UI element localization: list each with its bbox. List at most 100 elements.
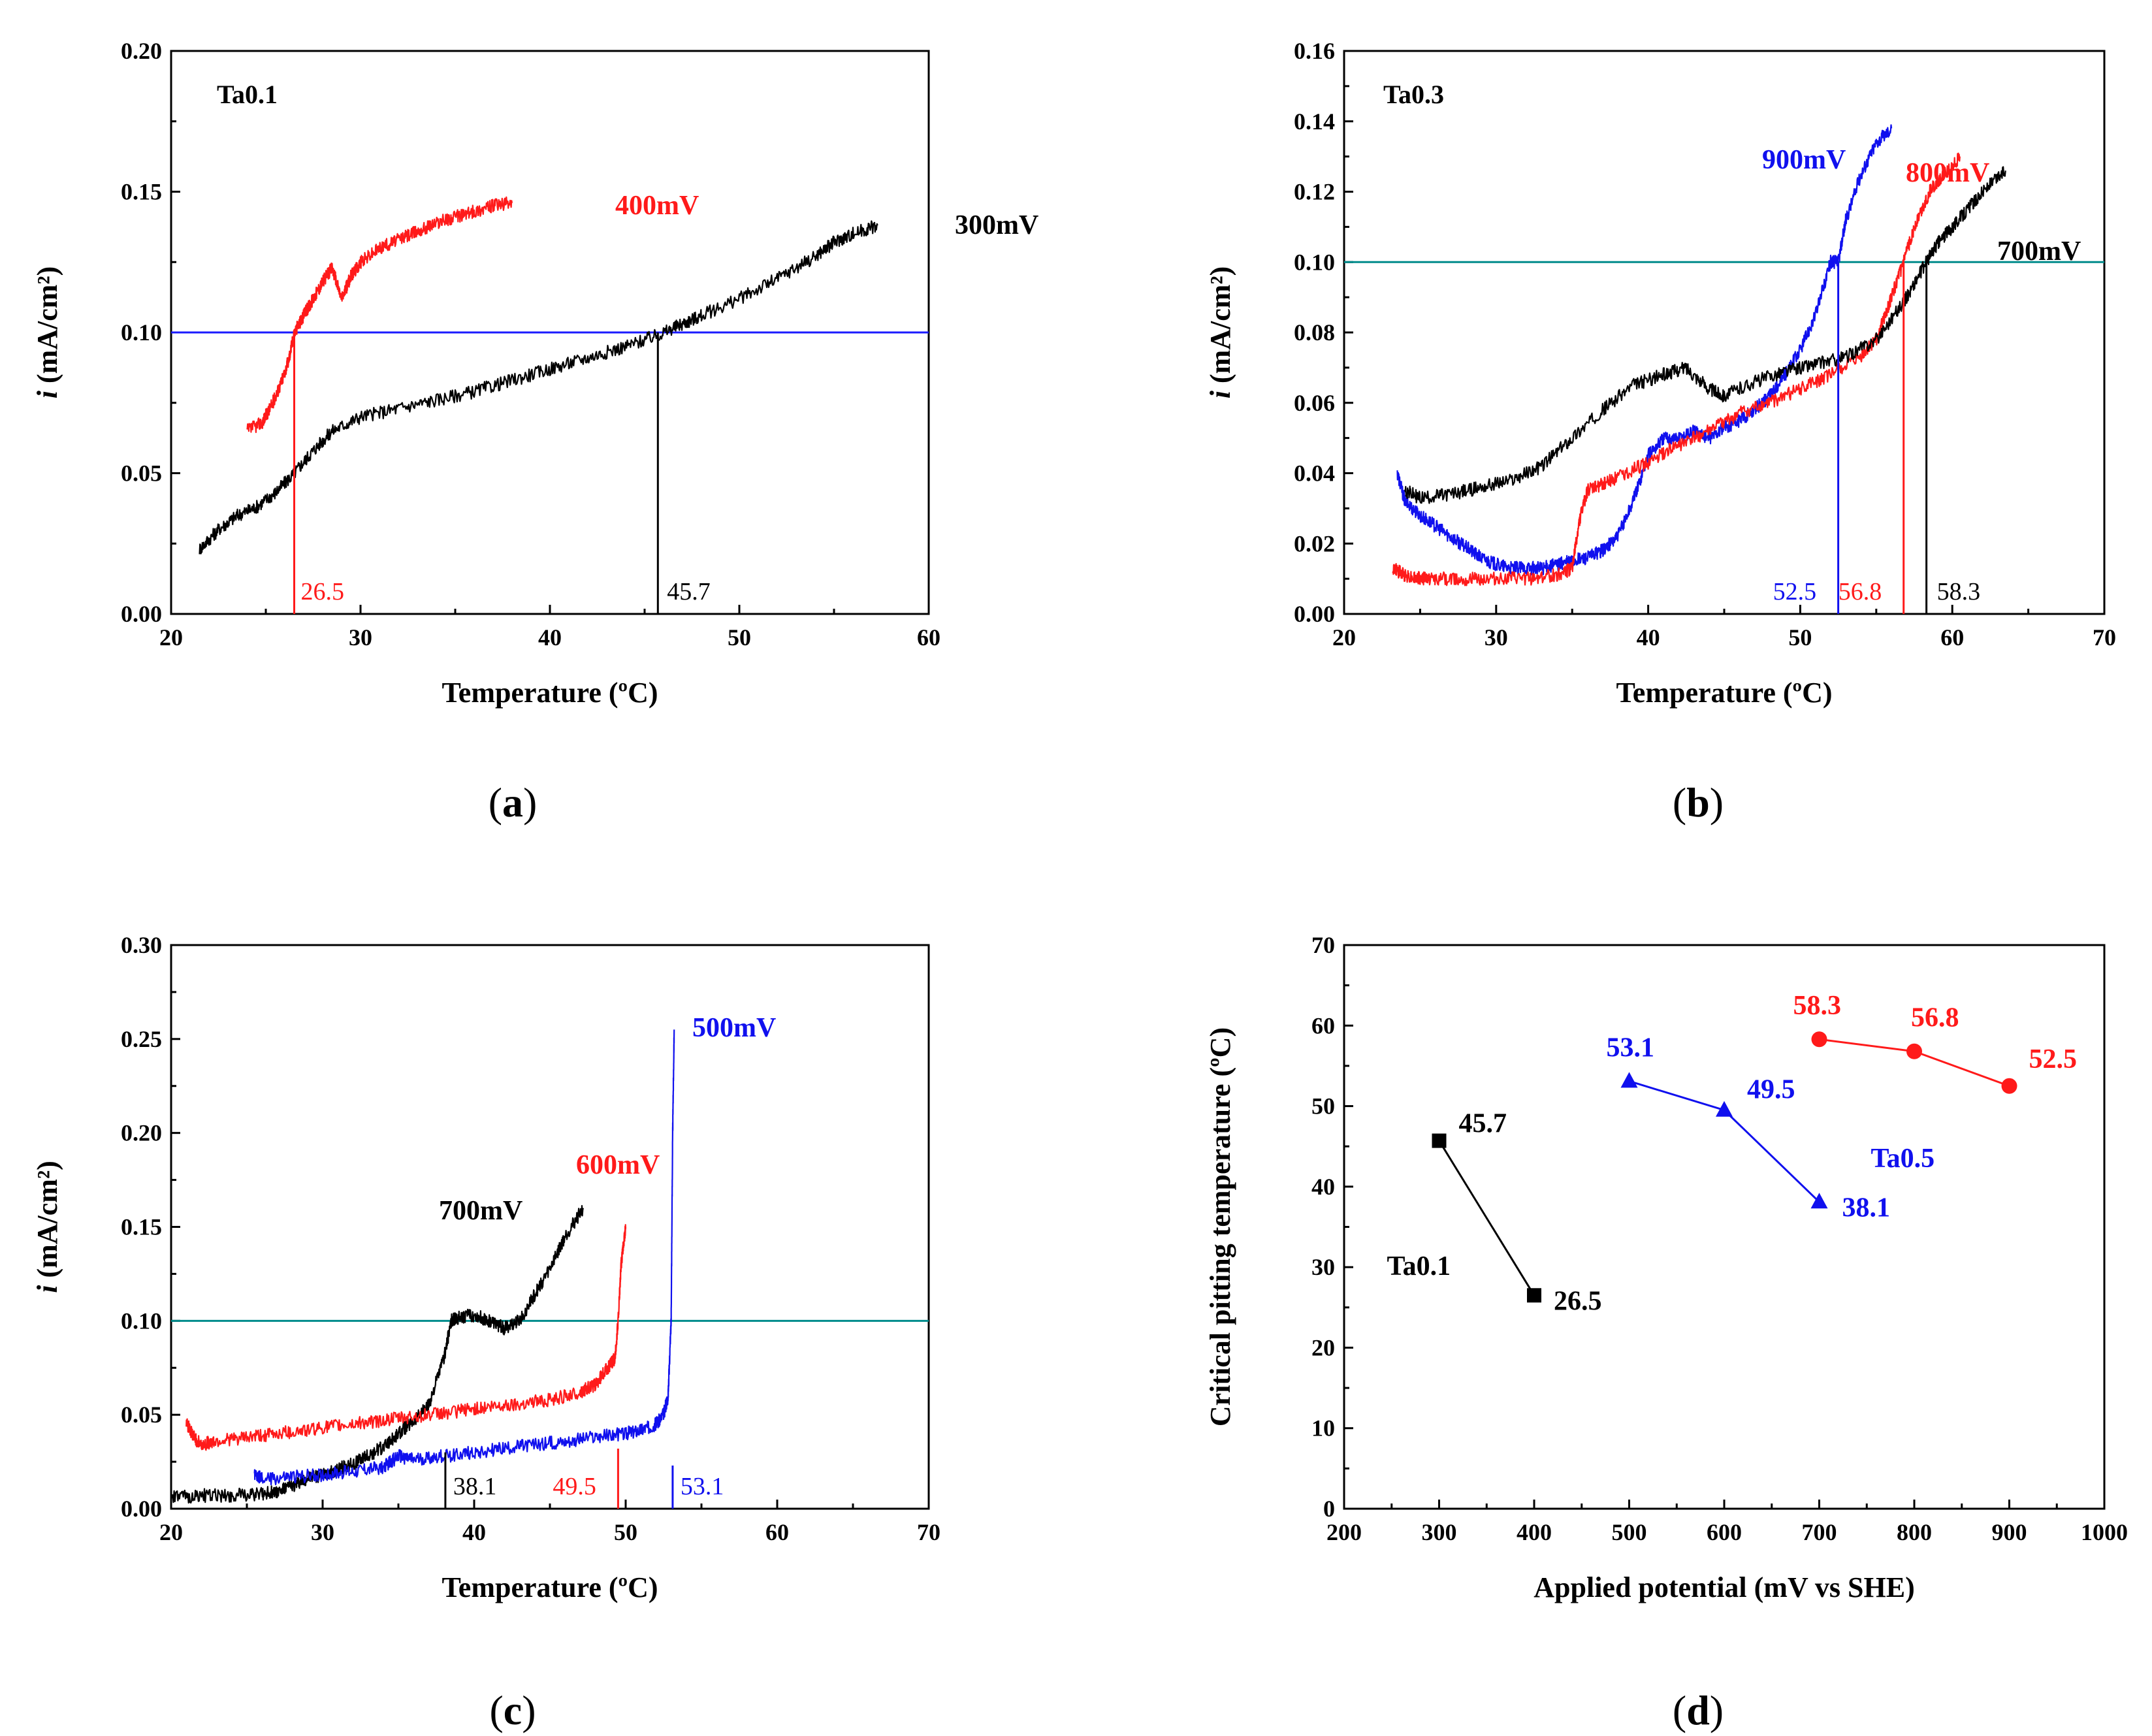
y-tick-label: 0.05: [121, 1402, 162, 1428]
y-tick-label: 0.20: [121, 38, 162, 64]
data-point: [1811, 1031, 1827, 1048]
series-name-label: Ta0.5: [1871, 1144, 1935, 1174]
series-500mV: [253, 1029, 675, 1486]
x-tick-label: 300: [1422, 1519, 1457, 1545]
data-point: [1810, 1193, 1828, 1209]
subpanel-label: (d): [1673, 1687, 1724, 1733]
data-point: [1620, 1072, 1638, 1088]
x-tick-label: 40: [462, 1519, 486, 1545]
series-label: 700mV: [1997, 236, 2081, 266]
data-point: [2001, 1078, 2017, 1094]
marker-label: 38.1: [453, 1473, 497, 1500]
panel-title: Ta0.1: [217, 80, 278, 109]
y-tick-label: 0.30: [121, 932, 162, 958]
series-label: 500mV: [692, 1013, 776, 1043]
marker-label: 49.5: [553, 1473, 596, 1500]
y-tick-label: 0.10: [121, 319, 162, 346]
marker-label: 26.5: [301, 578, 345, 605]
x-tick-label: 30: [311, 1519, 334, 1545]
point-label: 53.1: [1607, 1033, 1655, 1063]
y-axis-title: i (mA/cm²): [31, 1161, 63, 1293]
x-tick-label: 30: [1485, 624, 1508, 651]
x-tick-label: 70: [2093, 624, 2116, 651]
point-label: 38.1: [1842, 1193, 1891, 1223]
y-tick-label: 0.04: [1294, 460, 1335, 487]
subpanel-label: (b): [1673, 779, 1724, 826]
subpanel-label: (a): [489, 779, 538, 826]
y-tick-label: 0.10: [1294, 249, 1335, 275]
data-point: [1906, 1043, 1922, 1059]
y-tick-label: 0: [1323, 1496, 1335, 1522]
point-label: 52.5: [2029, 1044, 2078, 1074]
y-tick-label: 0.14: [1294, 108, 1335, 135]
series-800mV: [1392, 152, 1961, 587]
marker-label: 45.7: [667, 578, 711, 605]
x-axis-title: Temperature (ºC): [442, 1571, 658, 1603]
plot-frame: [1343, 50, 2106, 615]
marker-label: 53.1: [681, 1473, 724, 1500]
x-tick-label: 40: [538, 624, 562, 651]
y-tick-label: 0.12: [1294, 179, 1335, 205]
plot-frame: [1343, 944, 2106, 1510]
panel-a: 20 30 40 50 60 0.00 0.05 0.10 0.15 0.20 Temperatur…: [31, 38, 1038, 709]
data-point: [1432, 1133, 1447, 1148]
y-tick-label: 70: [1311, 932, 1335, 958]
panel-title: Ta0.3: [1383, 80, 1444, 109]
x-tick-label: 60: [1940, 624, 1964, 651]
point-label: 56.8: [1911, 1003, 1959, 1033]
series-700mV: [170, 1205, 585, 1504]
panel-d: 200 300 400 500 600 700 800 900 1000 0 10 20 30 40 50 6…: [1204, 932, 2128, 1603]
point-label: 26.5: [1554, 1286, 1602, 1316]
data-point: [1527, 1288, 1541, 1303]
series-700mV: [1404, 166, 2006, 504]
x-tick-label: 50: [614, 1519, 637, 1545]
data-point: [1716, 1101, 1733, 1117]
y-tick-label: 40: [1311, 1174, 1335, 1200]
x-tick-label: 20: [159, 624, 183, 651]
y-tick-label: 0.05: [121, 460, 162, 487]
y-tick-label: 0.06: [1294, 390, 1335, 416]
x-axis-title: Applied potential (mV vs SHE): [1534, 1571, 1915, 1603]
plot-frame: [170, 944, 930, 1510]
marker-label: 52.5: [1773, 578, 1817, 605]
x-tick-label: 1000: [2081, 1519, 2128, 1545]
x-tick-label: 30: [349, 624, 372, 651]
series-label: 300mV: [955, 210, 1038, 240]
x-tick-label: 50: [728, 624, 751, 651]
series-label: 900mV: [1762, 145, 1846, 175]
y-tick-label: 0.16: [1294, 38, 1335, 64]
x-axis-title: Temperature (ºC): [442, 677, 658, 709]
y-tick-label: 0.20: [121, 1120, 162, 1146]
y-tick-label: 0.15: [121, 179, 162, 205]
series-900mV: [1396, 124, 1893, 575]
subpanel-label: (c): [489, 1687, 536, 1733]
marker-label: 58.3: [1937, 578, 1981, 605]
series-label: 800mV: [1906, 158, 1989, 188]
panel-b: 20 30 40 50 60 70 0.00 0.02 0.04 0.06 0.08 0.10 0.12…: [1204, 38, 2116, 709]
series-name-label: Ta0.1: [1387, 1251, 1451, 1281]
point-label: 45.7: [1459, 1109, 1507, 1139]
y-tick-label: 0.00: [1294, 601, 1335, 627]
series-label: 600mV: [576, 1150, 660, 1180]
y-axis-title: Critical pitting temperature (ºC): [1204, 1027, 1236, 1426]
x-tick-label: 50: [1788, 624, 1812, 651]
x-tick-label: 20: [159, 1519, 183, 1545]
x-tick-label: 900: [1992, 1519, 2027, 1545]
y-tick-label: 20: [1311, 1334, 1335, 1360]
x-tick-label: 70: [917, 1519, 940, 1545]
x-tick-label: 700: [1802, 1519, 1837, 1545]
series-600mV: [185, 1224, 627, 1451]
x-tick-label: 600: [1707, 1519, 1742, 1545]
x-tick-label: 20: [1332, 624, 1356, 651]
x-tick-label: 400: [1517, 1519, 1552, 1545]
y-tick-label: 10: [1311, 1415, 1335, 1441]
y-tick-label: 50: [1311, 1093, 1335, 1119]
y-tick-label: 0.25: [121, 1026, 162, 1052]
series-label: 400mV: [615, 191, 699, 221]
x-tick-label: 200: [1326, 1519, 1362, 1545]
y-tick-label: 0.15: [121, 1214, 162, 1240]
y-axis-title: i (mA/cm²): [31, 266, 63, 399]
series-line-Ta0.1: [1438, 1140, 1535, 1296]
